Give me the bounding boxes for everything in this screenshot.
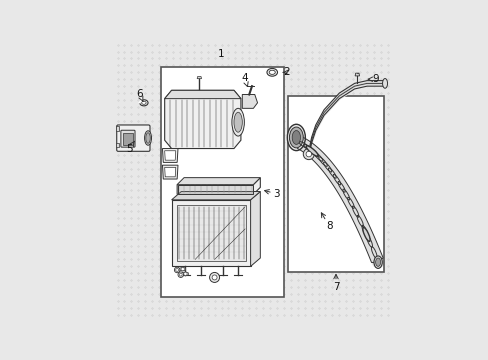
Circle shape (175, 269, 178, 271)
Polygon shape (197, 76, 201, 79)
Polygon shape (164, 90, 241, 149)
Polygon shape (250, 192, 260, 266)
Text: 5: 5 (126, 141, 134, 153)
Polygon shape (177, 205, 246, 261)
Bar (116, 126, 119, 131)
Circle shape (183, 272, 187, 275)
Circle shape (212, 275, 217, 280)
Text: 2: 2 (283, 67, 289, 77)
Polygon shape (162, 149, 178, 162)
Ellipse shape (140, 100, 148, 106)
Circle shape (305, 151, 311, 157)
Ellipse shape (233, 112, 242, 132)
Bar (116, 143, 119, 147)
Circle shape (179, 273, 182, 276)
Circle shape (181, 267, 184, 271)
Ellipse shape (362, 228, 369, 242)
Ellipse shape (375, 258, 380, 266)
Ellipse shape (266, 68, 277, 76)
Circle shape (178, 272, 183, 278)
Polygon shape (180, 267, 185, 271)
Circle shape (303, 149, 314, 159)
Polygon shape (164, 90, 241, 99)
FancyBboxPatch shape (121, 130, 135, 147)
Bar (123, 133, 133, 145)
Circle shape (209, 273, 219, 283)
Polygon shape (354, 73, 359, 76)
Polygon shape (162, 165, 178, 179)
Text: 9: 9 (367, 74, 378, 84)
Text: 7: 7 (332, 274, 339, 292)
Ellipse shape (268, 70, 275, 75)
Polygon shape (171, 200, 250, 266)
Ellipse shape (305, 146, 318, 156)
Ellipse shape (287, 124, 305, 150)
Ellipse shape (289, 127, 303, 148)
FancyBboxPatch shape (117, 125, 150, 151)
Bar (287, 96, 383, 272)
Ellipse shape (373, 256, 382, 269)
Polygon shape (182, 272, 188, 276)
Circle shape (174, 267, 180, 273)
Ellipse shape (231, 108, 244, 136)
Text: 8: 8 (321, 213, 332, 231)
Bar (160, 67, 284, 297)
Text: 3: 3 (264, 189, 279, 199)
Text: 4: 4 (241, 73, 247, 86)
Polygon shape (177, 177, 260, 194)
Polygon shape (164, 167, 175, 177)
Polygon shape (164, 151, 175, 160)
Bar (178, 185, 253, 194)
Ellipse shape (382, 78, 387, 88)
Polygon shape (171, 192, 260, 200)
Ellipse shape (144, 131, 151, 145)
Text: 1: 1 (218, 49, 224, 59)
Ellipse shape (145, 133, 150, 143)
Ellipse shape (142, 101, 146, 104)
Text: 6: 6 (136, 89, 142, 101)
Polygon shape (242, 94, 257, 108)
Polygon shape (177, 177, 260, 185)
Ellipse shape (292, 131, 300, 144)
